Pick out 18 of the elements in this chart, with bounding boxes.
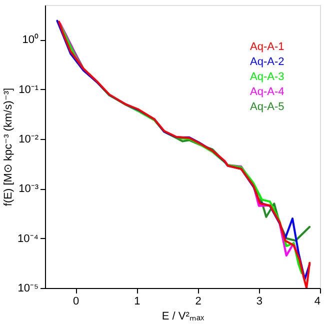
text: Aq-A-3 — [250, 71, 284, 83]
x-tick-label: 1 — [134, 296, 140, 308]
text: Aq-A-5 — [250, 101, 284, 113]
text: Aq-A-1 — [250, 41, 284, 53]
y-tick-label: 10⁻⁵ — [18, 282, 38, 294]
x-tick-label: 2 — [195, 296, 202, 308]
y-tick-label: 10⁻³ — [18, 183, 39, 196]
x-tick-label: 3 — [256, 296, 262, 308]
y-tick-label: 10⁰ — [22, 33, 38, 46]
x-tick-label: 0 — [72, 296, 80, 308]
y-tick-label: 10⁻¹ — [18, 84, 39, 96]
text: Aq-A-4 — [250, 86, 284, 98]
y-tick-label: 10⁻² — [18, 134, 39, 146]
x-axis-title: E / V²ₘₐₓ — [162, 310, 204, 322]
text: Aq-A-2 — [250, 56, 284, 68]
x-tick-label: 4 — [314, 296, 320, 308]
y-axis-title: f(E) [M⊙ kpc⁻³ (km/s)⁻³] — [2, 88, 15, 206]
y-tick-label: 10⁻⁴ — [18, 232, 39, 245]
